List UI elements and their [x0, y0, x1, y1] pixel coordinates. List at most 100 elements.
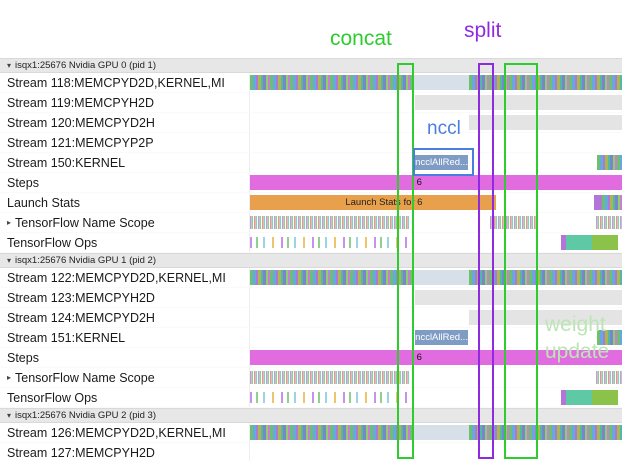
trace-bar[interactable]: [414, 95, 622, 110]
section-title[interactable]: ▾ isqx1:25676 Nvidia GPU 0 (pid 1): [0, 59, 622, 72]
track-row: ▸ TensorFlow Name Scope: [0, 213, 622, 233]
track-label: Launch Stats: [0, 193, 250, 212]
trace-bar-label: 6: [416, 177, 422, 188]
track-label: Stream 127:MEMCPYH2D: [0, 443, 250, 461]
track-row: TensorFlow Ops: [0, 388, 622, 408]
timeline-track: [250, 308, 622, 327]
trace-bar[interactable]: [250, 392, 410, 403]
track-label: Stream 121:MEMCPYP2P: [0, 133, 250, 152]
timeline-track: [250, 213, 622, 232]
trace-bar[interactable]: [411, 425, 470, 440]
track-row: Stream 126:MEMCPYD2D,KERNEL,MI: [0, 423, 622, 443]
track-label[interactable]: ▸ TensorFlow Name Scope: [0, 368, 250, 387]
trace-bar[interactable]: [595, 371, 622, 384]
row-label-text: isqx1:25676 Nvidia GPU 2 (pid 3): [15, 410, 157, 421]
track-label[interactable]: ▸ TensorFlow Name Scope: [0, 213, 250, 232]
timeline-track: [250, 73, 622, 92]
trace-bar[interactable]: [560, 235, 567, 250]
trace-bar[interactable]: [560, 390, 567, 405]
trace-bar[interactable]: [250, 216, 410, 229]
collapse-arrow-icon[interactable]: ▾: [7, 61, 12, 70]
timeline-track: [250, 388, 622, 407]
trace-bar[interactable]: [469, 115, 622, 130]
track-row: Stream 127:MEMCPYH2D: [0, 443, 622, 461]
row-label-text: TensorFlow Name Scope: [15, 215, 155, 230]
track-row: Stream 121:MEMCPYP2P: [0, 133, 622, 153]
track-label: Steps: [0, 173, 250, 192]
trace-bar[interactable]: [469, 270, 622, 285]
track-row: Stream 122:MEMCPYD2D,KERNEL,MI: [0, 268, 622, 288]
timeline-track: [250, 93, 622, 112]
row-label-text: Stream 124:MEMCPYD2H: [7, 310, 155, 325]
timeline-track: ncclAllRed...: [250, 328, 622, 347]
trace-bar[interactable]: ncclAllRed...: [415, 330, 468, 345]
row-label-text: Stream 151:KERNEL: [7, 330, 126, 345]
track-label: Stream 126:MEMCPYD2D,KERNEL,MI: [0, 423, 250, 442]
trace-bar[interactable]: [597, 330, 622, 345]
collapse-arrow-icon[interactable]: ▾: [7, 256, 12, 265]
gpu-section-header: ▾ isqx1:25676 Nvidia GPU 0 (pid 1): [0, 58, 622, 73]
timeline-track: [250, 423, 622, 442]
timeline-track: [250, 268, 622, 287]
track-row: Launch Stats Launch Stats for 6: [0, 193, 622, 213]
row-label-text: TensorFlow Ops: [7, 390, 98, 405]
expand-arrow-icon[interactable]: ▸: [7, 373, 12, 382]
trace-bar[interactable]: Launch Stats for 6: [250, 195, 496, 210]
trace-bar[interactable]: [469, 425, 622, 440]
track-label: Stream 124:MEMCPYD2H: [0, 308, 250, 327]
row-label-text: Steps: [7, 175, 39, 190]
track-label: Stream 118:MEMCPYD2D,KERNEL,MI: [0, 73, 250, 92]
trace-bar[interactable]: [566, 390, 593, 405]
track-row: Steps 6: [0, 348, 622, 368]
trace-bar[interactable]: [250, 425, 412, 440]
row-label-text: Launch Stats: [7, 195, 80, 210]
trace-bar[interactable]: [597, 155, 622, 170]
timeline-track: Launch Stats for 6: [250, 193, 622, 212]
track-label: TensorFlow Ops: [0, 388, 250, 407]
trace-bar[interactable]: ncclAllRed...: [415, 155, 468, 170]
trace-bar[interactable]: [411, 270, 470, 285]
trace-bar[interactable]: [594, 195, 602, 210]
trace-bar-label: ncclAllRed...: [415, 332, 468, 343]
trace-bar[interactable]: [592, 390, 619, 405]
split-annotation-label: split: [464, 19, 502, 42]
trace-bar[interactable]: [250, 270, 412, 285]
collapse-arrow-icon[interactable]: ▾: [7, 411, 12, 420]
track-label: Stream 122:MEMCPYD2D,KERNEL,MI: [0, 268, 250, 287]
timeline-track: [250, 368, 622, 387]
section-title[interactable]: ▾ isqx1:25676 Nvidia GPU 2 (pid 3): [0, 409, 622, 422]
trace-bar[interactable]: [489, 216, 539, 229]
timeline-track: [250, 133, 622, 152]
track-row: Steps 6: [0, 173, 622, 193]
expand-arrow-icon[interactable]: ▸: [7, 218, 12, 227]
row-label-text: Stream 118:MEMCPYD2D,KERNEL,MI: [7, 75, 225, 90]
trace-bar[interactable]: [566, 235, 593, 250]
trace-bar[interactable]: [414, 290, 622, 305]
trace-bar[interactable]: [469, 75, 622, 90]
trace-bar[interactable]: 6: [250, 350, 622, 365]
trace-bar[interactable]: 6: [250, 175, 622, 190]
timeline-track: [250, 233, 622, 252]
trace-bar[interactable]: [595, 216, 622, 229]
trace-bar[interactable]: [601, 195, 622, 210]
track-row: ▸ TensorFlow Name Scope: [0, 368, 622, 388]
trace-rows-container: ▾ isqx1:25676 Nvidia GPU 0 (pid 1) Stream …: [0, 58, 622, 461]
section-title[interactable]: ▾ isqx1:25676 Nvidia GPU 1 (pid 2): [0, 254, 622, 267]
trace-bar[interactable]: [250, 371, 410, 384]
track-label: Stream 123:MEMCPYH2D: [0, 288, 250, 307]
trace-bar[interactable]: [250, 237, 410, 248]
row-label-text: isqx1:25676 Nvidia GPU 1 (pid 2): [15, 255, 157, 266]
track-row: Stream 120:MEMCPYD2H: [0, 113, 622, 133]
row-label-text: Steps: [7, 350, 39, 365]
timeline-track: [250, 288, 622, 307]
track-label: Stream 119:MEMCPYH2D: [0, 93, 250, 112]
trace-bar[interactable]: [592, 235, 619, 250]
row-label-text: Stream 123:MEMCPYH2D: [7, 290, 155, 305]
row-label-text: isqx1:25676 Nvidia GPU 0 (pid 1): [15, 60, 157, 71]
row-label-text: TensorFlow Name Scope: [15, 370, 155, 385]
trace-bar[interactable]: [250, 75, 412, 90]
timeline-track: [250, 113, 622, 132]
trace-bar[interactable]: [411, 75, 470, 90]
trace-bar[interactable]: [469, 310, 622, 325]
